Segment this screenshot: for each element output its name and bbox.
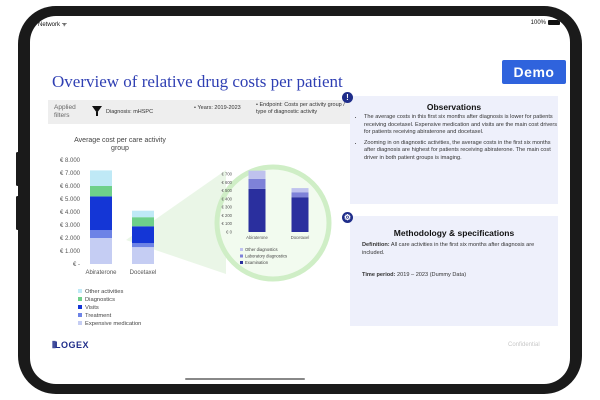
y-tick-label: € 6.000 xyxy=(60,184,81,190)
zoom-legend-swatch xyxy=(240,254,243,258)
y-tick-label: € 2.000 xyxy=(60,236,81,242)
zoom-legend-swatch xyxy=(240,248,243,251)
legend-item: Diagnostics xyxy=(78,296,141,304)
bar-segment xyxy=(90,170,112,186)
observation-item: The average costs in this first six mont… xyxy=(364,114,560,137)
filter-endpoint[interactable]: • Endpoint: Costs per activity group / t… xyxy=(256,102,345,115)
zoom-y-tick-label: € 0 xyxy=(226,230,232,235)
y-tick-label: € 8.000 xyxy=(60,158,81,164)
observation-item: Zooming in on diagnostic activities, the… xyxy=(364,140,560,163)
zoom-y-tick-label: € 300 xyxy=(222,205,233,210)
zoom-bar-segment xyxy=(291,197,309,232)
legend-swatch xyxy=(78,313,82,318)
filter-icon-stem xyxy=(96,112,98,116)
zoom-y-tick-label: € 400 xyxy=(222,196,233,201)
side-button xyxy=(16,196,19,230)
legend-swatch xyxy=(78,297,82,302)
filter-years[interactable]: • Years: 2019-2023 xyxy=(194,105,241,111)
tablet-screen: Network ᯤ 100% Overview of relative drug… xyxy=(30,16,570,384)
status-bar: Network ᯤ 100% xyxy=(30,16,570,30)
zoom-legend-swatch xyxy=(240,261,243,264)
zoom-bar-segment xyxy=(248,178,266,189)
zoom-legend-label: Examination xyxy=(245,260,269,265)
chart-title: Average cost per care activity group xyxy=(74,137,166,152)
applied-filters-label: Applied filters xyxy=(54,104,76,119)
battery-status: 100% xyxy=(531,20,560,26)
legend-item: Visits xyxy=(78,304,141,312)
zoom-y-tick-label: € 100 xyxy=(222,221,233,226)
y-tick-label: € 3.000 xyxy=(60,223,81,229)
bar-segment xyxy=(90,186,112,197)
zoom-circle xyxy=(214,164,332,282)
legend-label: Treatment xyxy=(85,313,112,319)
page-title: Overview of relative drug costs per pati… xyxy=(52,72,343,91)
bar-segment xyxy=(132,247,154,264)
legend-item: Other activities xyxy=(78,288,141,296)
y-tick-label: € 7.000 xyxy=(60,171,81,177)
legend-item: Treatment xyxy=(78,312,141,320)
zoom-y-tick-label: € 500 xyxy=(222,188,233,193)
methodology-panel: ⚙ Methodology & specifications Definitio… xyxy=(342,212,558,326)
bar-segment xyxy=(90,230,112,238)
bar-segment xyxy=(132,226,154,244)
bar-segment xyxy=(132,243,154,248)
logex-logo: ⦀LOGEX xyxy=(52,340,89,350)
zoom-bar-segment xyxy=(291,192,309,198)
methodology-definition: Definition: All care activities in the f… xyxy=(362,242,535,256)
zoom-y-tick-label: € 600 xyxy=(222,180,233,185)
filter-bar: Applied filters Diagnosis: mHSPC • Years… xyxy=(48,100,353,124)
main-chart-legend: Other activities Diagnostics Visits Treatme… xyxy=(78,288,141,328)
x-tick-label: Docetaxel xyxy=(130,270,157,276)
legend-swatch xyxy=(78,289,82,294)
legend-label: Visits xyxy=(85,305,99,311)
observations-title: Observations xyxy=(426,102,482,112)
bar-segment xyxy=(132,217,154,227)
zoom-x-tick-label: Abiraterone xyxy=(246,235,268,240)
zoom-bar-segment xyxy=(248,170,266,179)
zoom-connector xyxy=(126,170,226,274)
legend-swatch xyxy=(78,305,82,310)
zoom-legend-label: Other diagnostics xyxy=(245,247,278,252)
y-tick-label: € 5.000 xyxy=(60,197,81,203)
legend-label: Expensive medication xyxy=(85,321,142,327)
demo-button[interactable]: Demo xyxy=(502,60,566,84)
zoom-x-tick-label: Docetaxel xyxy=(291,235,310,240)
methodology-time-period: Time period: 2019 – 2023 (Dummy Data) xyxy=(362,272,467,278)
home-indicator[interactable] xyxy=(185,378,305,380)
legend-label: Diagnostics xyxy=(85,297,115,303)
side-button xyxy=(16,152,19,186)
exclamation-icon: ! xyxy=(342,92,353,103)
y-tick-label: € 1.000 xyxy=(60,249,81,255)
legend-label: Other activities xyxy=(85,289,124,295)
bar-segment xyxy=(90,238,112,264)
settings-icon: ⚙ xyxy=(342,212,353,223)
observations-list: The average costs in this first six mont… xyxy=(356,114,560,166)
zoom-legend-label: Laboratory diagnostics xyxy=(245,254,287,259)
filter-diagnosis[interactable]: Diagnosis: mHSPC xyxy=(106,109,154,115)
bar-segment xyxy=(132,210,154,218)
network-status: Network ᯤ xyxy=(38,22,68,28)
y-tick-label: € 4.000 xyxy=(60,210,81,216)
confidential-label: Confidential xyxy=(508,342,540,348)
zoom-y-tick-label: € 200 xyxy=(222,213,233,218)
y-tick-label: € - xyxy=(73,262,80,268)
battery-icon xyxy=(548,20,560,25)
legend-item: Expensive medication xyxy=(78,320,141,328)
zoom-y-tick-label: € 700 xyxy=(222,172,233,177)
x-tick-label: Abiraterone xyxy=(85,270,117,276)
zoom-bar-segment xyxy=(248,188,266,232)
legend-swatch xyxy=(78,321,82,326)
observations-panel: ! Observations The average costs in this… xyxy=(342,92,560,204)
filter-icon[interactable] xyxy=(92,106,102,113)
zoom-bar-segment xyxy=(291,188,309,193)
bar-segment xyxy=(90,196,112,231)
methodology-title: Methodology & specifications xyxy=(393,228,515,238)
